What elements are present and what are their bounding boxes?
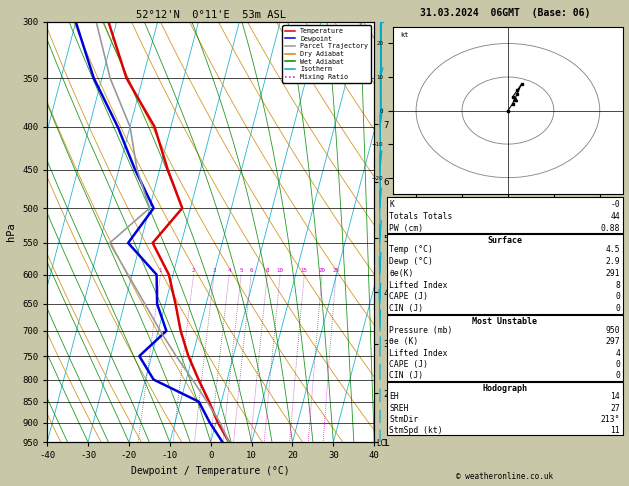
Text: CIN (J): CIN (J) (389, 304, 423, 313)
Text: K: K (389, 201, 394, 209)
Text: 0.88: 0.88 (601, 224, 620, 232)
Text: 44: 44 (610, 212, 620, 221)
Text: Most Unstable: Most Unstable (472, 317, 537, 327)
Text: kt: kt (400, 32, 408, 38)
Text: 0: 0 (615, 304, 620, 313)
Text: SREH: SREH (389, 403, 409, 413)
Text: 8: 8 (615, 280, 620, 290)
Text: CAPE (J): CAPE (J) (389, 360, 428, 369)
Text: 11: 11 (610, 426, 620, 435)
Y-axis label: km
ASL: km ASL (392, 223, 408, 242)
Text: 10: 10 (277, 268, 284, 273)
Text: 950: 950 (606, 326, 620, 335)
Text: 2: 2 (192, 268, 196, 273)
Text: Dewp (°C): Dewp (°C) (389, 257, 433, 266)
Text: CAPE (J): CAPE (J) (389, 293, 428, 301)
Text: StmSpd (kt): StmSpd (kt) (389, 426, 443, 435)
Text: θe (K): θe (K) (389, 337, 419, 346)
Text: LCL: LCL (376, 438, 390, 448)
Text: 6: 6 (249, 268, 253, 273)
Text: 4: 4 (227, 268, 231, 273)
Text: -0: -0 (610, 201, 620, 209)
Text: 15: 15 (301, 268, 308, 273)
Text: CIN (J): CIN (J) (389, 371, 423, 381)
Text: 14: 14 (610, 392, 620, 401)
Text: Totals Totals: Totals Totals (389, 212, 453, 221)
Text: © weatheronline.co.uk: © weatheronline.co.uk (456, 472, 554, 481)
Text: 0: 0 (615, 293, 620, 301)
Text: 291: 291 (606, 269, 620, 278)
Text: Lifted Index: Lifted Index (389, 280, 448, 290)
Text: 27: 27 (610, 403, 620, 413)
Text: 2.9: 2.9 (606, 257, 620, 266)
Text: 213°: 213° (601, 415, 620, 424)
Text: 4: 4 (615, 348, 620, 358)
Text: 5: 5 (240, 268, 243, 273)
Text: Temp (°C): Temp (°C) (389, 245, 433, 254)
Text: 4.5: 4.5 (606, 245, 620, 254)
Text: 31.03.2024  06GMT  (Base: 06): 31.03.2024 06GMT (Base: 06) (420, 8, 590, 18)
Text: Pressure (mb): Pressure (mb) (389, 326, 453, 335)
Y-axis label: hPa: hPa (6, 223, 16, 242)
Legend: Temperature, Dewpoint, Parcel Trajectory, Dry Adiabat, Wet Adiabat, Isotherm, Mi: Temperature, Dewpoint, Parcel Trajectory… (282, 25, 371, 83)
Text: 0: 0 (615, 371, 620, 381)
Text: 1: 1 (159, 268, 162, 273)
Text: 8: 8 (265, 268, 269, 273)
Text: StmDir: StmDir (389, 415, 419, 424)
Text: 297: 297 (606, 337, 620, 346)
Text: Lifted Index: Lifted Index (389, 348, 448, 358)
X-axis label: Dewpoint / Temperature (°C): Dewpoint / Temperature (°C) (131, 466, 290, 476)
Text: PW (cm): PW (cm) (389, 224, 423, 232)
Text: 0: 0 (615, 360, 620, 369)
Text: 3: 3 (213, 268, 216, 273)
Text: Hodograph: Hodograph (482, 384, 527, 393)
Text: EH: EH (389, 392, 399, 401)
Text: 25: 25 (333, 268, 340, 273)
Title: 52°12'N  0°11'E  53m ASL: 52°12'N 0°11'E 53m ASL (136, 10, 286, 20)
Text: 20: 20 (318, 268, 325, 273)
Text: θe(K): θe(K) (389, 269, 414, 278)
Text: Surface: Surface (487, 236, 522, 245)
